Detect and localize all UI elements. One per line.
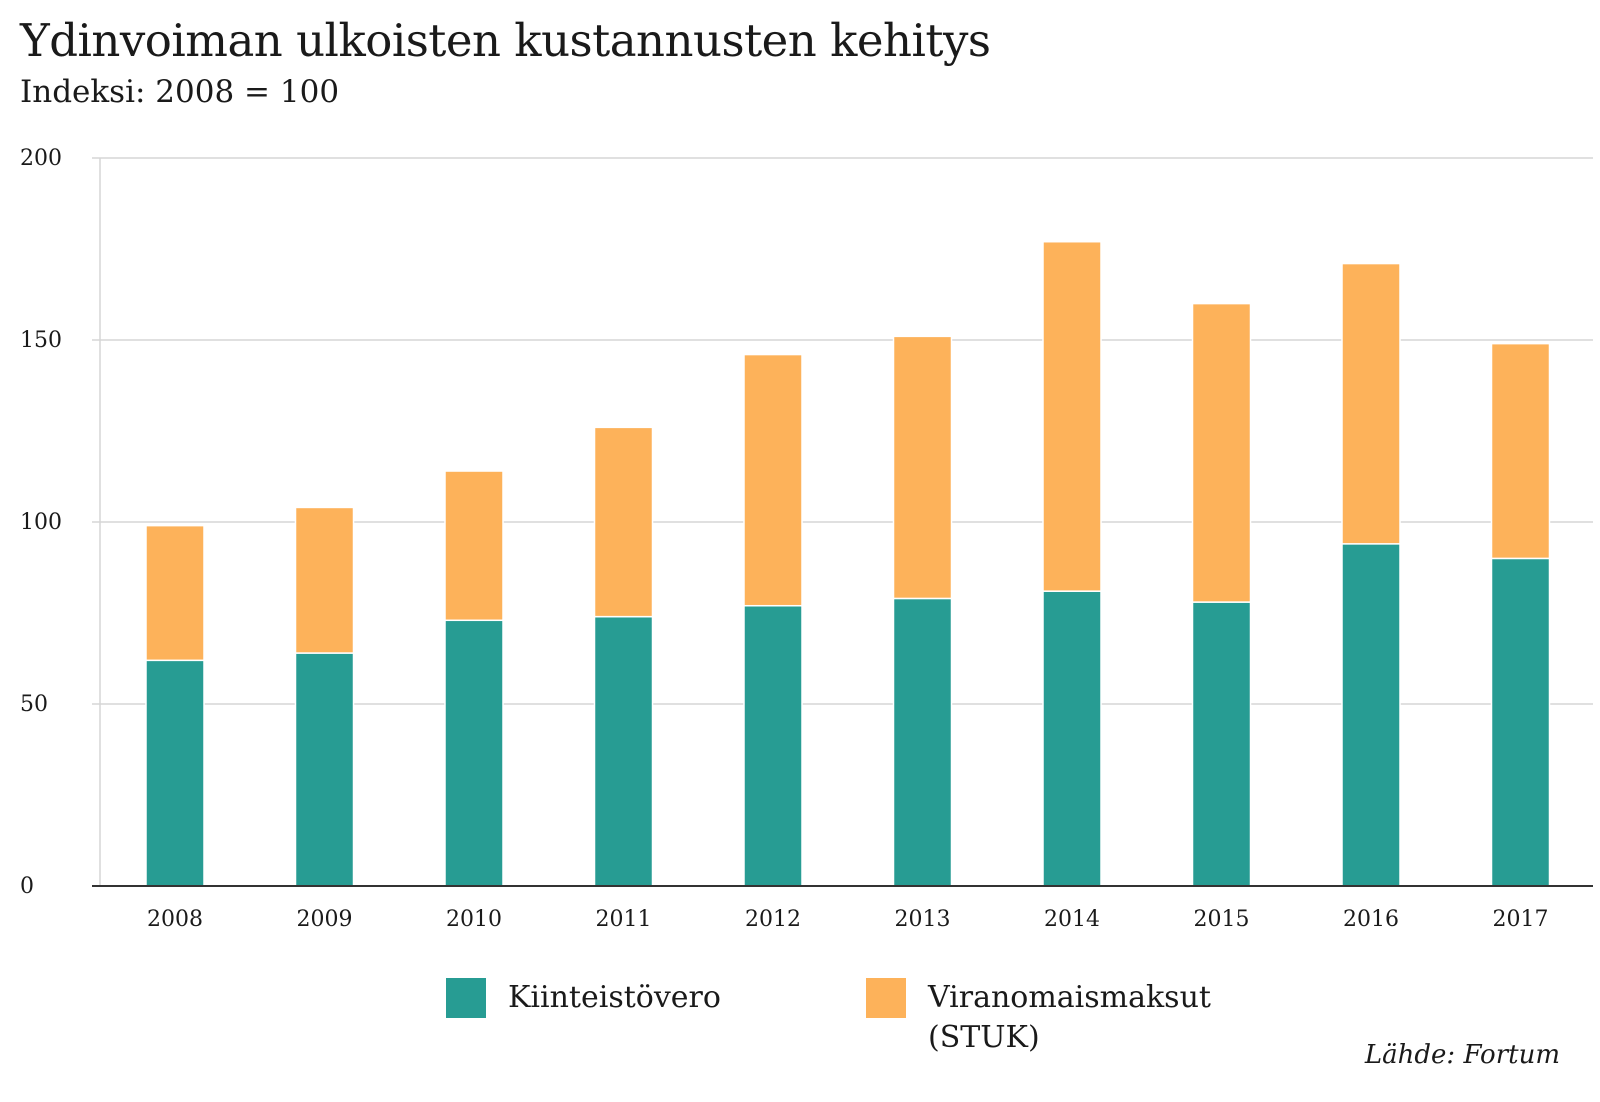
x-tick-label-2017: 2017	[1493, 907, 1549, 932]
legend-item-viranomaismaksut: Viranomaismaksut (STUK)	[866, 978, 1211, 1058]
bar-2008-series-1	[145, 659, 205, 887]
bar-2012-series-1	[743, 604, 803, 887]
bar-2013-series-2	[892, 335, 953, 600]
x-tick-label-2016: 2016	[1343, 907, 1399, 932]
x-tick-label-2009: 2009	[297, 907, 353, 932]
bar-2009-series-1	[294, 652, 355, 887]
x-tick-label-2011: 2011	[596, 907, 652, 932]
bar-2010-series-2	[444, 470, 504, 622]
x-tick-label-2012: 2012	[745, 907, 801, 932]
bar-2015-series-2	[1191, 302, 1252, 603]
legend-item-kiinteistovero: Kiinteistövero	[446, 978, 721, 1018]
bar-2017-series-2	[1490, 342, 1551, 560]
y-tick-label-150: 150	[20, 328, 62, 353]
bar-2009-series-2	[294, 506, 355, 654]
legend-swatch-kiinteistovero	[446, 978, 486, 1018]
legend-label-kiinteistovero: Kiinteistövero	[508, 980, 721, 1015]
legend-label-viranomaismaksut: Viranomaismaksut	[928, 980, 1211, 1015]
y-tick-label-0: 0	[20, 874, 34, 899]
bar-2015-series-1	[1191, 601, 1252, 887]
bar-2011-series-2	[593, 426, 654, 618]
bar-2011-series-1	[593, 615, 654, 887]
bar-2013-series-1	[892, 597, 953, 887]
y-tick-label-100: 100	[20, 510, 62, 535]
bar-2014-series-1	[1042, 590, 1102, 887]
bar-2008-series-2	[145, 524, 205, 662]
x-tick-label-2014: 2014	[1044, 907, 1100, 932]
x-tick-label-2008: 2008	[147, 907, 203, 932]
bar-2016-series-2	[1341, 262, 1401, 545]
bar-2010-series-1	[444, 619, 504, 887]
x-tick-label-2010: 2010	[446, 907, 502, 932]
bar-2016-series-1	[1341, 543, 1401, 887]
legend-label-stuk: (STUK)	[928, 1020, 1040, 1055]
y-tick-label-200: 200	[20, 146, 62, 171]
chart-title: Ydinvoiman ulkoisten kustannusten kehity…	[20, 14, 991, 67]
bar-2017-series-1	[1490, 557, 1551, 887]
x-tick-label-2015: 2015	[1194, 907, 1250, 932]
chart-subtitle: Indeksi: 2008 = 100	[20, 74, 340, 110]
source-note: Lähde: Fortum	[1364, 1040, 1560, 1070]
y-tick-label-50: 50	[20, 692, 48, 717]
bar-2014-series-2	[1042, 240, 1102, 592]
bar-2012-series-2	[743, 353, 803, 607]
legend-swatch-viranomaismaksut	[866, 978, 906, 1018]
x-tick-label-2013: 2013	[895, 907, 951, 932]
